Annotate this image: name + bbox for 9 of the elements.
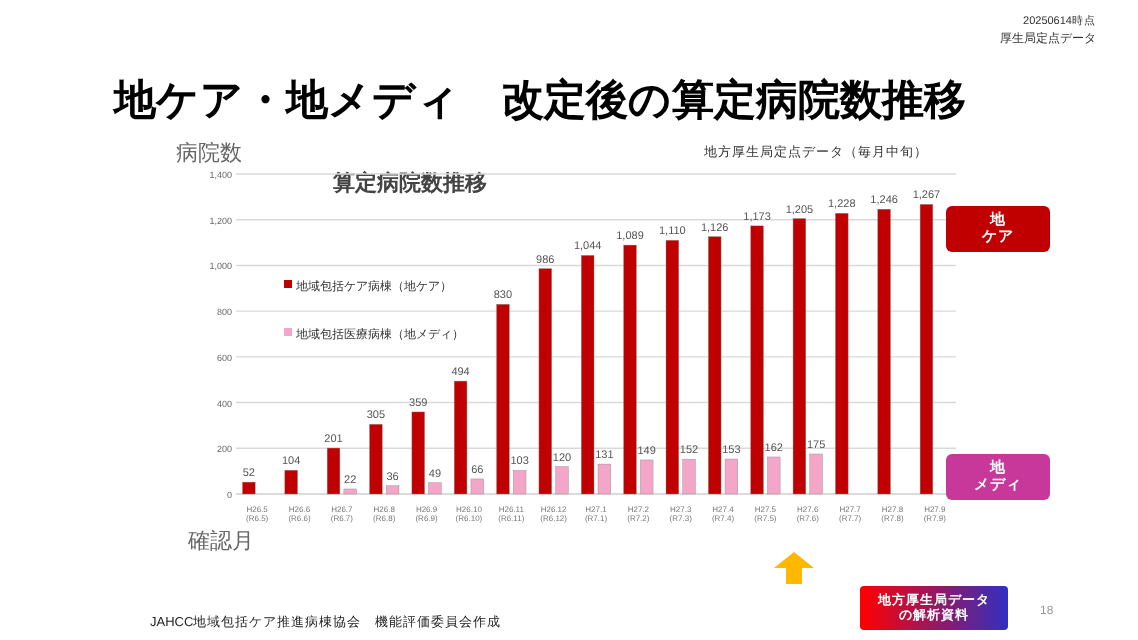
chart-subtitle: 算定病院数推移	[331, 170, 487, 196]
bar	[919, 204, 934, 495]
bar	[877, 209, 891, 495]
chart-title: 地ケア・地メディ 改定後の算定病院数推移	[112, 76, 966, 124]
x-axis-title: 確認月	[186, 528, 254, 554]
bar	[242, 481, 256, 495]
y-axis-title: 病院数	[176, 140, 242, 166]
bar	[835, 213, 849, 495]
bar	[284, 470, 298, 495]
